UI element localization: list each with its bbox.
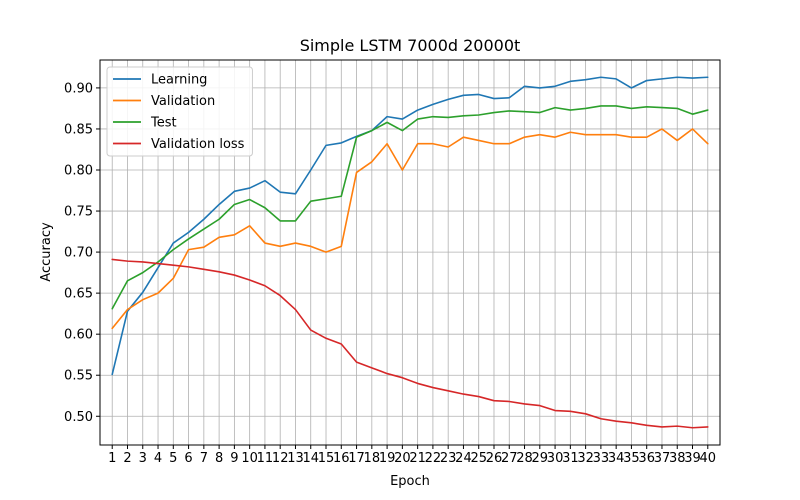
x-tick-label: 38 bbox=[669, 451, 686, 466]
x-tick-label: 6 bbox=[184, 451, 192, 466]
x-tick-label: 32 bbox=[577, 451, 594, 466]
chart-title: Simple LSTM 7000d 20000t bbox=[300, 36, 521, 55]
x-tick-label: 27 bbox=[501, 451, 518, 466]
x-tick-label: 21 bbox=[409, 451, 426, 466]
x-tick-label: 8 bbox=[215, 451, 223, 466]
x-tick-label: 25 bbox=[470, 451, 487, 466]
x-tick-label: 30 bbox=[547, 451, 564, 466]
series-line-test bbox=[111, 105, 709, 310]
x-tick-label: 36 bbox=[638, 451, 655, 466]
legend: Learning Validation Test Validation loss bbox=[106, 66, 253, 157]
x-tick-label: 24 bbox=[455, 451, 472, 466]
y-tick-label: 0.90 bbox=[64, 81, 93, 96]
x-tick-label: 12 bbox=[272, 451, 289, 466]
x-tick-label: 39 bbox=[684, 451, 701, 466]
x-tick-label: 7 bbox=[200, 451, 208, 466]
x-tick-label: 31 bbox=[562, 451, 579, 466]
y-axis-ticks: 0.50 0.55 0.60 0.65 0.70 0.75 0.80 0.85 0.90 bbox=[64, 81, 100, 425]
y-tick-label: 0.55 bbox=[64, 369, 93, 384]
x-tick-label: 33 bbox=[593, 451, 610, 466]
x-tick-label: 16 bbox=[333, 451, 350, 466]
legend-label: Validation loss bbox=[151, 137, 245, 152]
legend-label: Test bbox=[150, 116, 177, 131]
series-line-validation-loss bbox=[111, 258, 709, 429]
x-tick-label: 18 bbox=[364, 451, 381, 466]
legend-label: Validation bbox=[151, 94, 215, 109]
x-tick-label: 19 bbox=[379, 451, 396, 466]
x-tick-label: 9 bbox=[230, 451, 238, 466]
x-tick-label: 40 bbox=[700, 451, 717, 466]
x-tick-label: 37 bbox=[654, 451, 671, 466]
y-tick-label: 0.50 bbox=[64, 410, 93, 425]
series-lines bbox=[111, 76, 709, 429]
x-axis-label: Epoch bbox=[390, 474, 430, 489]
y-axis-label: Accuracy bbox=[39, 222, 54, 282]
x-tick-label: 23 bbox=[440, 451, 457, 466]
x-tick-label: 29 bbox=[532, 451, 549, 466]
x-tick-label: 26 bbox=[486, 451, 503, 466]
x-tick-label: 5 bbox=[169, 451, 177, 466]
y-tick-label: 0.65 bbox=[64, 287, 93, 302]
legend-box bbox=[106, 66, 253, 157]
x-tick-label: 34 bbox=[608, 451, 625, 466]
legend-label: Learning bbox=[151, 73, 207, 88]
x-tick-label: 35 bbox=[623, 451, 640, 466]
x-tick-label: 4 bbox=[154, 451, 162, 466]
x-tick-label: 20 bbox=[394, 451, 411, 466]
x-tick-label: 22 bbox=[425, 451, 442, 466]
x-tick-label: 13 bbox=[287, 451, 304, 466]
y-tick-label: 0.75 bbox=[64, 205, 93, 220]
series-line-validation bbox=[111, 128, 709, 330]
x-axis-ticks: 1 2 3 4 5 6 7 8 9 1011121314151617181920212223242… bbox=[108, 445, 716, 466]
x-tick-label: 15 bbox=[318, 451, 335, 466]
x-tick-label: 1 bbox=[108, 451, 116, 466]
x-tick-label: 3 bbox=[139, 451, 147, 466]
y-tick-label: 0.60 bbox=[64, 328, 93, 343]
x-tick-label: 14 bbox=[302, 451, 319, 466]
x-tick-label: 10 bbox=[241, 451, 258, 466]
x-tick-label: 28 bbox=[516, 451, 533, 466]
x-tick-label: 11 bbox=[257, 451, 274, 466]
y-tick-label: 0.85 bbox=[64, 122, 93, 137]
x-tick-label: 2 bbox=[123, 451, 131, 466]
y-tick-label: 0.70 bbox=[64, 246, 93, 261]
series-line-learning bbox=[111, 76, 709, 376]
x-tick-label: 17 bbox=[348, 451, 365, 466]
y-tick-label: 0.80 bbox=[64, 164, 93, 179]
